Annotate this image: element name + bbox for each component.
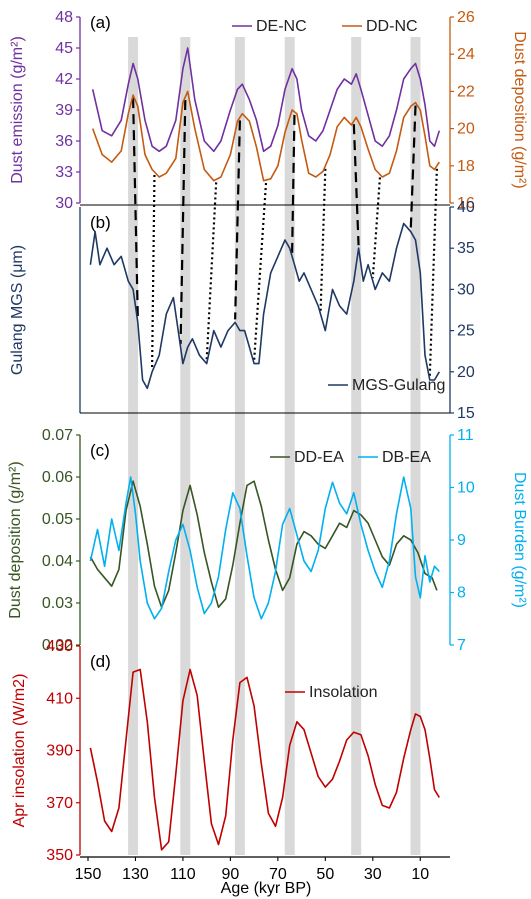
right-tick-label: 9	[457, 532, 466, 549]
legend-label: DD-EA	[294, 449, 344, 466]
highlight-band	[351, 37, 362, 855]
highlight-band	[410, 37, 421, 855]
right-tick-label: 18	[457, 158, 475, 175]
highlight-band	[128, 37, 139, 855]
right-tick-label: 16	[457, 195, 475, 212]
highlight-band	[284, 37, 295, 855]
left-tick-label: 48	[55, 9, 73, 26]
right-tick-label: 7	[457, 637, 466, 654]
x-tick-label: 90	[222, 866, 240, 883]
right-tick-label: 15	[457, 405, 475, 422]
right-tick-label: 22	[457, 83, 475, 100]
connector-line	[352, 124, 360, 246]
connector-line	[131, 98, 139, 320]
right-tick-label: 20	[457, 364, 475, 381]
left-tick-label: 33	[55, 164, 73, 181]
right-tick-label: 30	[457, 281, 475, 298]
x-tick-label: 70	[269, 866, 287, 883]
right-tick-label: 26	[457, 9, 475, 26]
connector-lines	[131, 98, 438, 378]
x-tick-label: 10	[411, 866, 429, 883]
right-tick-label: 10	[457, 480, 475, 497]
highlight-bands	[128, 37, 421, 855]
left-tick-label: 0.06	[42, 469, 73, 486]
legend-label: DB-EA	[382, 449, 431, 466]
right-tick-label: 8	[457, 585, 466, 602]
left-tick-label: 0.05	[42, 511, 73, 528]
legend-label: MGS-Gulang	[352, 377, 445, 394]
series-db-ea	[89, 476, 440, 620]
left-tick-label: 370	[46, 795, 73, 812]
panel-label: (c)	[90, 441, 110, 460]
x-tick-label: 130	[122, 866, 149, 883]
left-tick-label: 350	[46, 847, 73, 864]
right-axis-title: Dust Burden (g/m²)	[511, 472, 528, 608]
x-tick-label: 150	[75, 866, 102, 883]
connector-line	[179, 99, 187, 345]
annotations: (a) DE-NC DD-NC (b) MGS-Gulang (c) DD-EA DB-EA (…	[90, 13, 445, 701]
connector-line	[428, 168, 438, 378]
connector-line	[409, 105, 417, 229]
right-tick-label: 35	[457, 240, 475, 257]
connector-line	[150, 174, 156, 369]
panel-label: (d)	[90, 652, 111, 671]
left-axis-title: Apr insolation (W/m2)	[11, 674, 28, 828]
left-tick-label: 42	[55, 71, 73, 88]
right-tick-label: 40	[457, 199, 475, 216]
right-tick-label: 25	[457, 323, 475, 340]
left-tick-label: 45	[55, 40, 73, 57]
right-tick-label: 24	[457, 46, 475, 63]
left-tick-label: 390	[46, 743, 73, 760]
series-dd-nc	[91, 90, 440, 182]
series-lines	[89, 47, 441, 851]
legend-label: Insolation	[309, 684, 378, 701]
series-mgs-gulang	[89, 222, 440, 390]
x-axis-title: Age (kyr BP)	[221, 880, 312, 897]
highlight-band	[180, 37, 191, 855]
left-axis-title: Dust deposition (g/m²)	[7, 461, 24, 618]
left-axis-title: Gulang MGS (μm)	[9, 245, 26, 375]
panel-label: (a)	[90, 13, 111, 32]
axes: 30 33 36 39 42 45 48 Dust emission (g/m²) 16 18 20…	[7, 9, 528, 897]
series-insolation	[89, 668, 440, 851]
left-axis-title: Dust emission (g/m²)	[9, 36, 26, 184]
x-tick-label: 50	[316, 866, 334, 883]
left-tick-label: 0.04	[42, 553, 73, 570]
x-tick-label: 110	[170, 866, 196, 883]
left-tick-label: 0.02	[42, 637, 73, 654]
left-tick-label: 36	[55, 133, 73, 150]
left-tick-label: 0.07	[42, 427, 73, 444]
series-dd-ea	[89, 480, 438, 609]
left-tick-label: 410	[46, 690, 73, 707]
x-tick-label: 30	[364, 866, 382, 883]
right-axis-title: Dust deposition (g/m²)	[511, 31, 528, 188]
right-tick-label: 20	[457, 121, 475, 138]
series-de-nc	[91, 47, 441, 153]
legend-label: DE-NC	[256, 18, 307, 35]
connector-line	[319, 168, 327, 312]
legend-label: DD-NC	[366, 18, 418, 35]
left-tick-label: 39	[55, 102, 73, 119]
connector-line	[234, 120, 241, 320]
left-tick-label: 430	[46, 638, 73, 655]
connector-line	[253, 182, 268, 361]
left-tick-label: 0.03	[42, 595, 73, 612]
connector-line	[291, 114, 296, 254]
connector-line	[371, 177, 382, 279]
panel-label: (b)	[90, 213, 111, 232]
highlight-band	[234, 37, 245, 855]
right-tick-label: 11	[457, 427, 474, 444]
left-tick-label: 30	[55, 195, 73, 212]
